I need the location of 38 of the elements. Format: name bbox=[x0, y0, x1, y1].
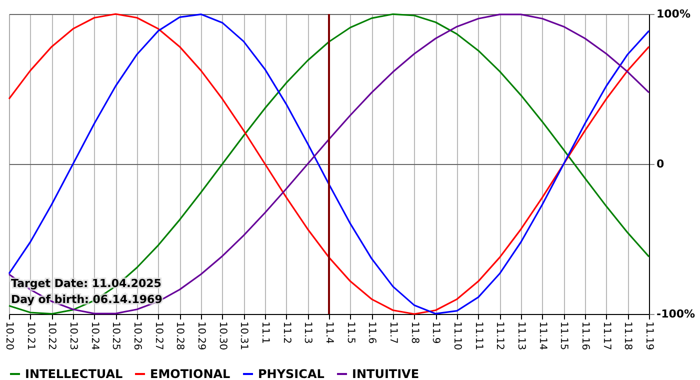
x-tick-label: 10.22 bbox=[46, 322, 58, 350]
y-tick-label: -100% bbox=[656, 308, 696, 320]
x-tick-label: 11.7 bbox=[388, 322, 398, 344]
x-tick-label: 11.11 bbox=[472, 322, 484, 350]
x-tick-label: 11.18 bbox=[622, 322, 634, 350]
x-tick-label: 11.1 bbox=[260, 322, 270, 344]
x-tick-label: 11.10 bbox=[452, 322, 462, 350]
x-tick-label: 10.25 bbox=[110, 322, 122, 350]
x-tick-label: 11.14 bbox=[536, 322, 548, 350]
x-tick-label: 11.9 bbox=[430, 322, 442, 344]
x-tick-label: 10.20 bbox=[4, 322, 14, 350]
x-tick-label: 10.23 bbox=[68, 322, 78, 350]
x-tick-label: 11.6 bbox=[366, 322, 378, 344]
legend-label: INTELLECTUAL bbox=[25, 367, 124, 380]
legend-label: PHYSICAL bbox=[258, 367, 325, 380]
legend-label: INTUITIVE bbox=[352, 367, 420, 380]
x-tick-label: 10.26 bbox=[132, 322, 142, 350]
x-tick-label: 10.24 bbox=[88, 322, 100, 350]
y-tick-label: 0 bbox=[656, 158, 664, 170]
legend-label: EMOTIONAL bbox=[150, 367, 231, 380]
x-tick-label: 11.3 bbox=[302, 322, 314, 344]
x-tick-label: 11.19 bbox=[644, 322, 654, 350]
x-tick-label: 11.15 bbox=[558, 322, 570, 350]
x-tick-label: 10.31 bbox=[238, 322, 250, 350]
y-tick-label: 100% bbox=[656, 8, 690, 20]
x-tick-label: 11.17 bbox=[600, 322, 612, 350]
x-tick-label: 11.4 bbox=[324, 322, 334, 344]
x-tick-label: 11.16 bbox=[580, 322, 590, 350]
x-tick-label: 10.21 bbox=[24, 322, 36, 350]
x-tick-label: 11.2 bbox=[280, 322, 292, 344]
x-tick-label: 11.12 bbox=[494, 322, 506, 350]
x-tick-label: 10.27 bbox=[152, 322, 164, 350]
x-tick-label: 10.28 bbox=[174, 322, 186, 350]
x-tick-label: 11.5 bbox=[344, 322, 356, 344]
x-tick-label: 11.13 bbox=[516, 322, 526, 350]
x-tick-label: 10.29 bbox=[196, 322, 206, 350]
x-tick-label: 10.30 bbox=[216, 322, 228, 350]
x-tick-label: 11.8 bbox=[408, 322, 420, 344]
